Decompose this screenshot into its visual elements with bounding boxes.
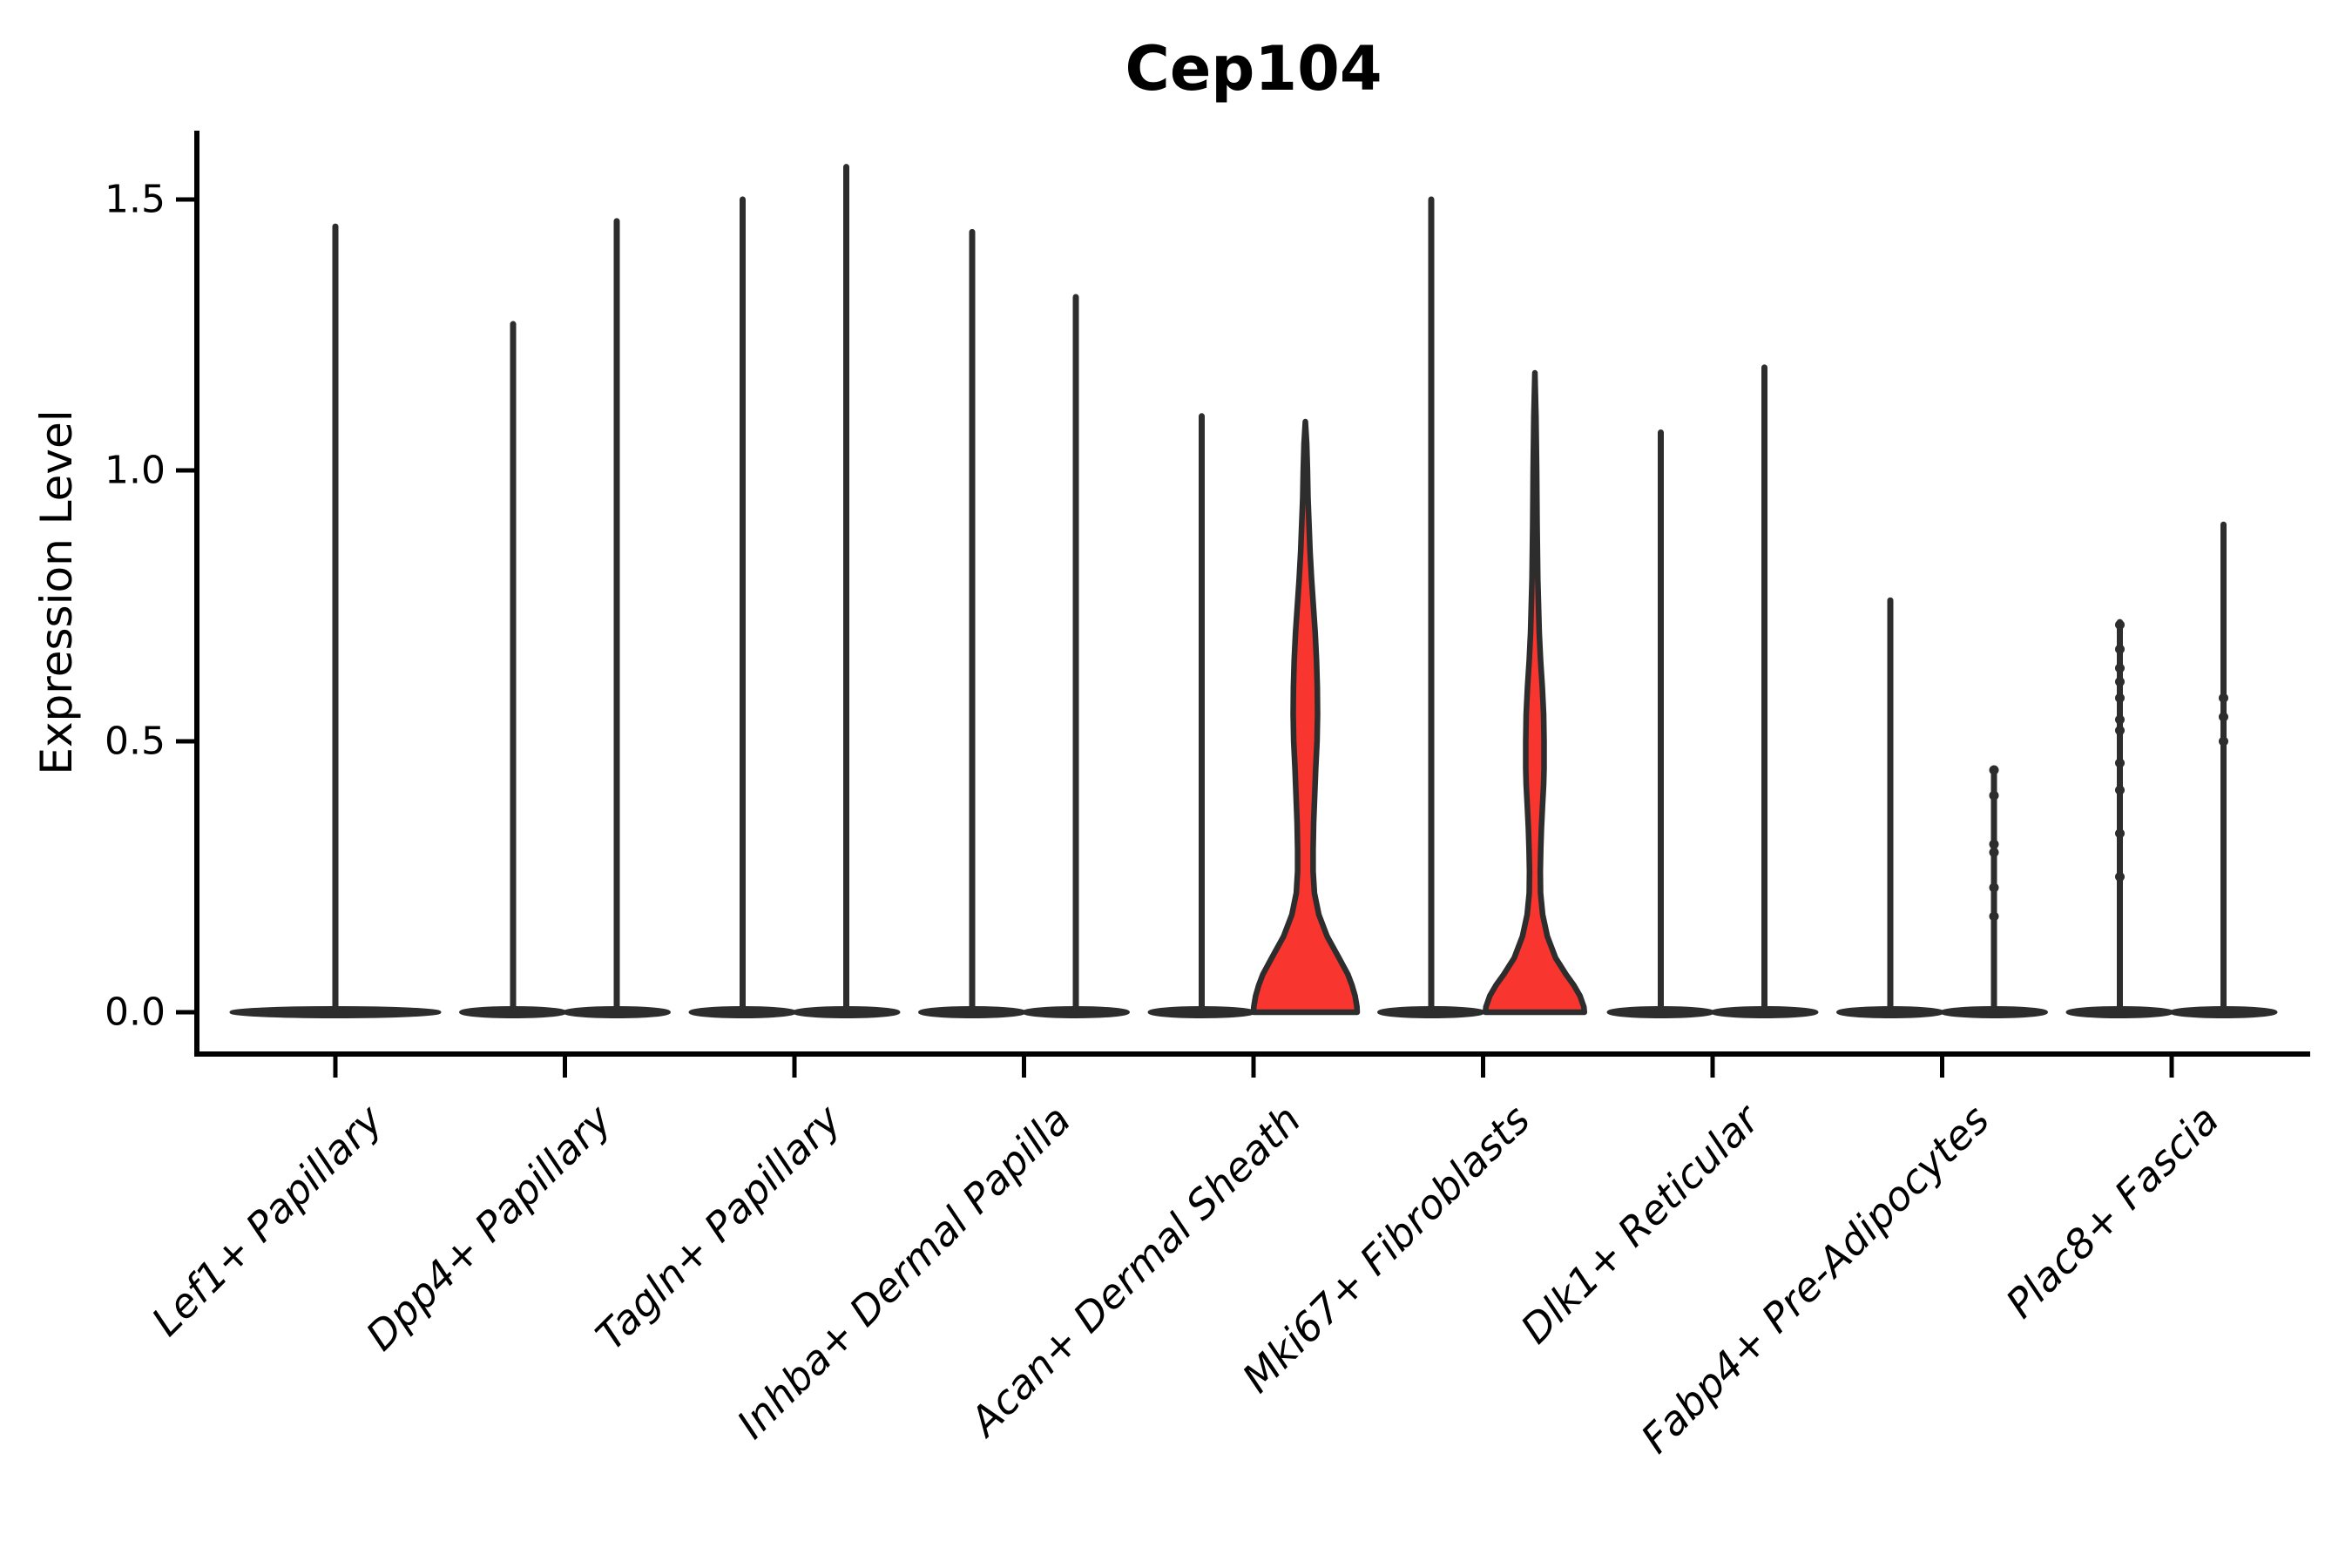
- jitter-point: [2115, 693, 2125, 703]
- jitter-point: [2115, 663, 2125, 673]
- jitter-point: [1989, 839, 1999, 849]
- jitter-point: [1989, 911, 1999, 922]
- jitter-point: [2219, 712, 2228, 722]
- chart-title: Cep104: [1125, 33, 1382, 105]
- jitter-point: [1989, 790, 1999, 801]
- jitter-point: [2115, 619, 2125, 630]
- y-tick-label: 0.5: [105, 719, 166, 764]
- jitter-point: [1989, 848, 1999, 858]
- jitter-point: [2115, 758, 2125, 768]
- y-tick-label: 1.0: [105, 448, 166, 493]
- jitter-point: [2115, 714, 2125, 725]
- y-tick-label: 0.0: [105, 990, 166, 1035]
- jitter-point: [2115, 677, 2125, 687]
- jitter-point: [2115, 828, 2125, 839]
- jitter-point: [2219, 693, 2228, 703]
- violin-highlighted: [1250, 418, 1361, 1016]
- jitter-point: [1989, 765, 1999, 775]
- y-tick-label: 1.5: [105, 177, 166, 222]
- jitter-point: [2115, 872, 2125, 882]
- jitter-point: [2219, 736, 2228, 747]
- jitter-point: [1989, 882, 1999, 893]
- jitter-point: [2115, 644, 2125, 654]
- violin-highlighted: [1482, 369, 1588, 1016]
- jitter-point: [2115, 726, 2125, 736]
- y-axis-label: Expression Level: [31, 409, 82, 775]
- jitter-point: [2115, 785, 2125, 795]
